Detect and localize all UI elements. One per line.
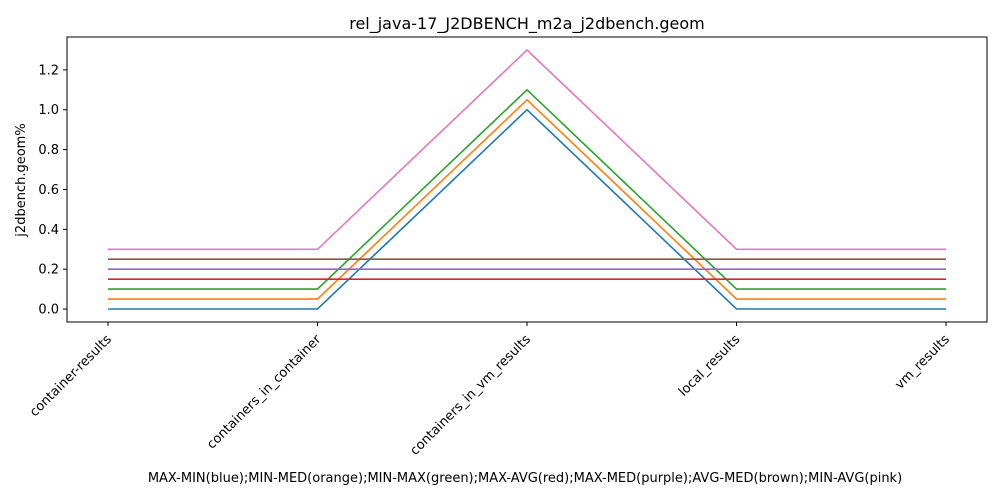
y-tick-label: 1.0	[38, 103, 59, 118]
x-axis: container-results containers_in_container…	[27, 322, 953, 459]
y-axis-label: j2dbench.geom%	[14, 123, 29, 237]
x-axis-label: MAX-MIN(blue);MIN-MED(orange);MIN-MAX(gr…	[148, 471, 902, 486]
series-line-2	[108, 88, 946, 290]
y-tick-label: 1.2	[38, 63, 59, 78]
x-tick-label: containers_in_vm_results	[408, 332, 534, 458]
chart-title: rel_java-17_J2DBENCH_m2a_j2dbench.geom	[349, 14, 705, 34]
series-line-6	[108, 48, 946, 251]
y-tick-label: 0.2	[38, 263, 59, 278]
x-tick-label: vm_results	[892, 332, 953, 393]
x-tick-label: containers_in_container	[204, 332, 325, 453]
series-line-0	[108, 108, 946, 310]
x-tick-label: container-results	[27, 332, 115, 420]
series-layer	[108, 48, 946, 310]
y-tick-label: 0.8	[38, 143, 59, 158]
y-tick-label: 0.0	[38, 303, 59, 318]
y-axis: 0.0 0.2 0.4 0.6 0.8 1.0 1.2	[38, 63, 67, 318]
y-tick-label: 0.6	[38, 183, 59, 198]
y-tick-label: 0.4	[38, 223, 59, 238]
x-tick-label: local_results	[676, 332, 744, 400]
series-line-1	[108, 98, 946, 300]
